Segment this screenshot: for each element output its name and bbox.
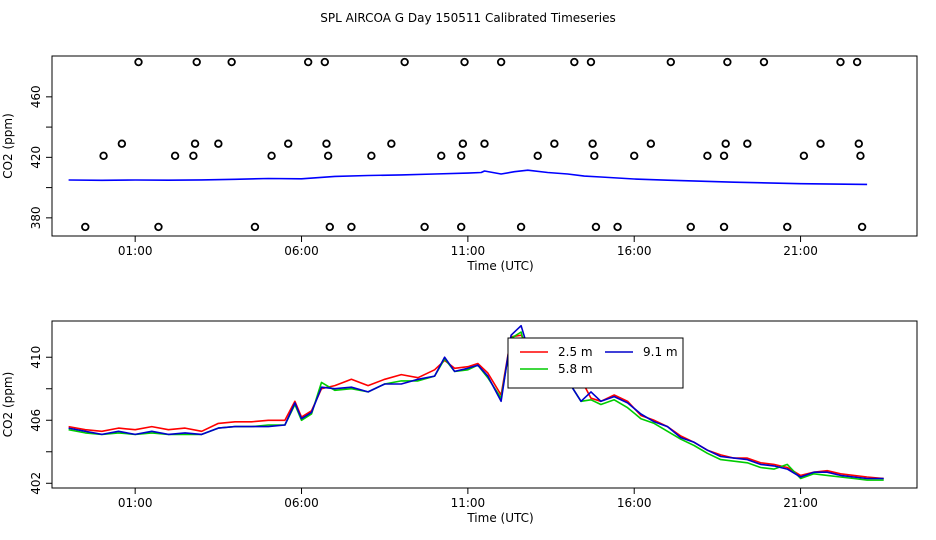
calibration-point: [516, 222, 526, 232]
calibration-point: [420, 222, 429, 232]
calibration-point: [189, 151, 198, 161]
x-tick-label: 16:00: [617, 496, 652, 510]
calibration-point: [457, 222, 466, 232]
series-line-9-1-m: [68, 324, 884, 480]
calibration-point: [457, 151, 466, 161]
calibration-point: [703, 151, 712, 161]
calibration-point: [227, 57, 236, 67]
calibration-point: [590, 151, 599, 161]
calibration-point: [646, 139, 656, 148]
x-tick-label: 01:00: [118, 244, 153, 258]
calibration-point: [723, 57, 732, 67]
calibration-point: [496, 57, 506, 67]
series-line-5-8-m: [68, 331, 884, 481]
calibration-point: [367, 151, 376, 161]
calibration-point: [170, 151, 180, 161]
x-tick-label: 11:00: [451, 244, 486, 258]
calibration-point: [322, 139, 331, 148]
series-line-2-5-m: [68, 334, 884, 480]
calibration-point: [437, 151, 446, 161]
y-tick-label: 406: [29, 409, 43, 432]
calibration-point: [267, 151, 276, 161]
calibration-point: [81, 222, 90, 232]
legend-box: [507, 337, 684, 389]
x-tick-label: 16:00: [617, 244, 652, 258]
calibration-point: [613, 222, 622, 232]
y-tick-label: 380: [29, 206, 43, 229]
calibration-point: [666, 57, 676, 67]
figure-title: SPL AIRCOA G Day 150511 Calibrated Times…: [320, 11, 615, 25]
y-axis-label: CO2 (ppm): [1, 372, 15, 438]
calibration-panel: 01:00 06:00 11:00 16:00 21:00 380 420 460 Time (…: [1, 55, 918, 273]
calibration-point: [721, 139, 730, 148]
x-tick-label: 06:00: [284, 496, 319, 510]
calibration-point: [400, 57, 409, 67]
calibration-point: [586, 57, 596, 67]
calibration-point: [743, 139, 752, 148]
calibration-point: [799, 151, 809, 161]
calibration-point: [854, 139, 863, 148]
calibration-point: [192, 57, 201, 67]
calibration-point: [480, 139, 489, 148]
x-tick-label: 21:00: [783, 244, 818, 258]
plot-frame: [51, 320, 918, 489]
calibration-point: [303, 57, 313, 67]
calibration-point: [214, 139, 223, 148]
calibration-point: [852, 57, 862, 67]
calibration-point: [719, 151, 729, 161]
series-line-co2-smoothed-: [68, 169, 868, 186]
calibration-point: [320, 57, 330, 67]
y-tick-label: 410: [29, 346, 43, 369]
y-axis-label: CO2 (ppm): [1, 113, 15, 179]
calibration-point: [154, 222, 163, 232]
plot-frame: [51, 55, 918, 237]
x-axis-label: Time (UTC): [466, 259, 533, 273]
calibration-point: [857, 222, 867, 232]
calibration-point: [458, 139, 468, 148]
calibration-point: [591, 222, 601, 232]
calibration-point: [134, 57, 143, 67]
co2-height-panel: 01:00 06:00 11:00 16:00 21:00 402 406 410 Time (…: [1, 320, 918, 525]
x-tick-label: 01:00: [118, 496, 153, 510]
x-axis-label: Time (UTC): [466, 511, 533, 525]
calibration-point: [387, 139, 396, 148]
calibration-point: [759, 57, 769, 67]
calibration-point: [570, 57, 579, 67]
y-tick-label: 420: [29, 146, 43, 169]
calibration-point: [588, 139, 597, 148]
calibration-point: [816, 139, 825, 148]
x-tick-label: 06:00: [284, 244, 319, 258]
y-tick-label: 402: [29, 472, 43, 495]
calibration-point: [533, 151, 542, 161]
legend-label: 2.5 m: [558, 345, 593, 359]
calibration-point: [323, 151, 333, 161]
calibration-point: [719, 222, 729, 232]
calibration-point: [117, 139, 127, 148]
legend-label: 5.8 m: [558, 362, 593, 376]
x-tick-label: 11:00: [451, 496, 486, 510]
calibration-point: [783, 222, 792, 232]
legend-label: 9.1 m: [643, 345, 678, 359]
y-tick-label: 460: [29, 85, 43, 108]
calibration-point: [460, 57, 469, 67]
calibration-point: [630, 151, 639, 161]
calibration-point: [856, 151, 865, 161]
calibration-point: [325, 222, 334, 232]
calibration-point: [250, 222, 260, 232]
calibration-point: [686, 222, 695, 232]
calibration-point: [836, 57, 845, 67]
calibration-point: [99, 151, 108, 161]
calibration-point: [347, 222, 356, 232]
calibration-point: [190, 139, 200, 148]
calibration-point: [550, 139, 559, 148]
x-tick-label: 21:00: [783, 496, 818, 510]
calibration-point: [284, 139, 293, 148]
